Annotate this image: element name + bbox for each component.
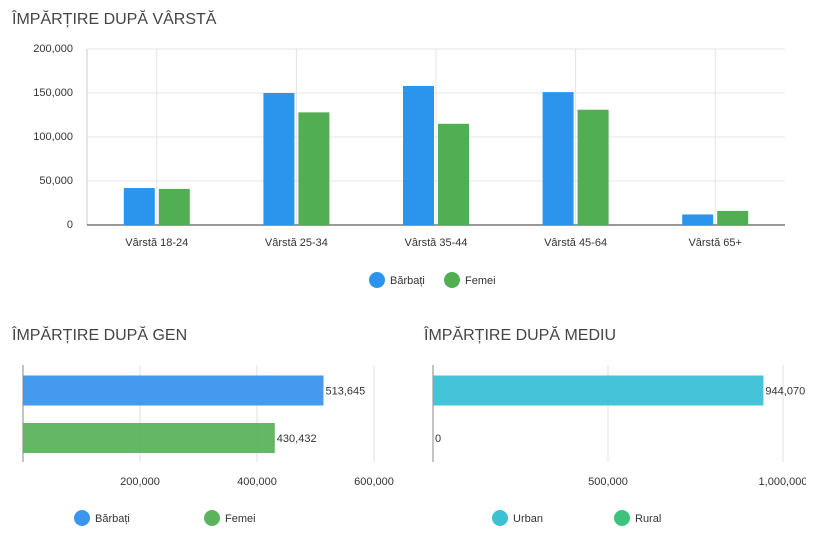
x-tick-label: 600,000 bbox=[354, 476, 394, 488]
x-tick-label: 200,000 bbox=[120, 476, 160, 488]
bar bbox=[438, 123, 469, 225]
bar bbox=[23, 375, 324, 406]
x-tick-label: 400,000 bbox=[237, 476, 277, 488]
bar bbox=[158, 188, 190, 225]
bar bbox=[577, 109, 609, 225]
legend-label: Femei bbox=[465, 275, 496, 287]
y-tick-label: 50,000 bbox=[39, 175, 73, 187]
environment-chart: ÎMPĂRȚIRE DUPĂ MEDIU 500,000 1,000,000 944,… bbox=[423, 325, 808, 526]
x-tick-label: 1,000,000 bbox=[759, 476, 808, 488]
age-chart: ÎMPĂRȚIRE DUPĂ VÂRSTĂ 0 50,000 100,000 150,0… bbox=[11, 9, 785, 288]
value-label: 944,070 bbox=[765, 385, 805, 397]
value-label: 430,432 bbox=[277, 433, 317, 445]
x-tick-label: 500,000 bbox=[588, 476, 628, 488]
value-label: 0 bbox=[435, 433, 441, 445]
legend-label: Rural bbox=[635, 513, 661, 525]
bar bbox=[682, 214, 714, 225]
x-tick-label: Vârstă 65+ bbox=[688, 237, 742, 249]
y-tick-label: 200,000 bbox=[33, 43, 73, 55]
bar bbox=[542, 92, 574, 226]
bar bbox=[23, 423, 275, 453]
bar bbox=[298, 112, 330, 225]
legend-marker bbox=[492, 510, 508, 526]
x-tick-label: Vârstă 45-64 bbox=[544, 237, 607, 249]
legend-marker bbox=[614, 510, 630, 526]
legend-label: Bărbați bbox=[95, 513, 130, 525]
bar bbox=[403, 85, 434, 226]
legend-marker bbox=[444, 272, 460, 288]
y-tick-label: 150,000 bbox=[33, 87, 73, 99]
legend-marker bbox=[369, 272, 385, 288]
legend-marker bbox=[74, 510, 90, 526]
chart-title: ÎMPĂRȚIRE DUPĂ GEN bbox=[11, 325, 187, 344]
x-tick-label: Vârstă 25-34 bbox=[265, 237, 328, 249]
chart-title: ÎMPĂRȚIRE DUPĂ VÂRSTĂ bbox=[11, 9, 217, 28]
bar bbox=[123, 188, 155, 225]
x-tick-label: Vârstă 35-44 bbox=[405, 237, 468, 249]
legend-label: Femei bbox=[225, 513, 256, 525]
chart-title: ÎMPĂRȚIRE DUPĂ MEDIU bbox=[423, 325, 616, 344]
y-tick-label: 0 bbox=[67, 219, 73, 231]
bar bbox=[717, 210, 749, 225]
y-tick-label: 100,000 bbox=[33, 131, 73, 143]
x-tick-label: Vârstă 18-24 bbox=[125, 237, 188, 249]
bar bbox=[433, 375, 764, 406]
value-label: 513,645 bbox=[325, 385, 365, 397]
legend-marker bbox=[204, 510, 220, 526]
bar bbox=[263, 93, 295, 225]
legend-label: Bărbați bbox=[390, 275, 425, 287]
gender-chart: ÎMPĂRȚIRE DUPĂ GEN 200,000 400,000 600,000 5… bbox=[11, 325, 394, 526]
legend-label: Urban bbox=[513, 513, 543, 525]
